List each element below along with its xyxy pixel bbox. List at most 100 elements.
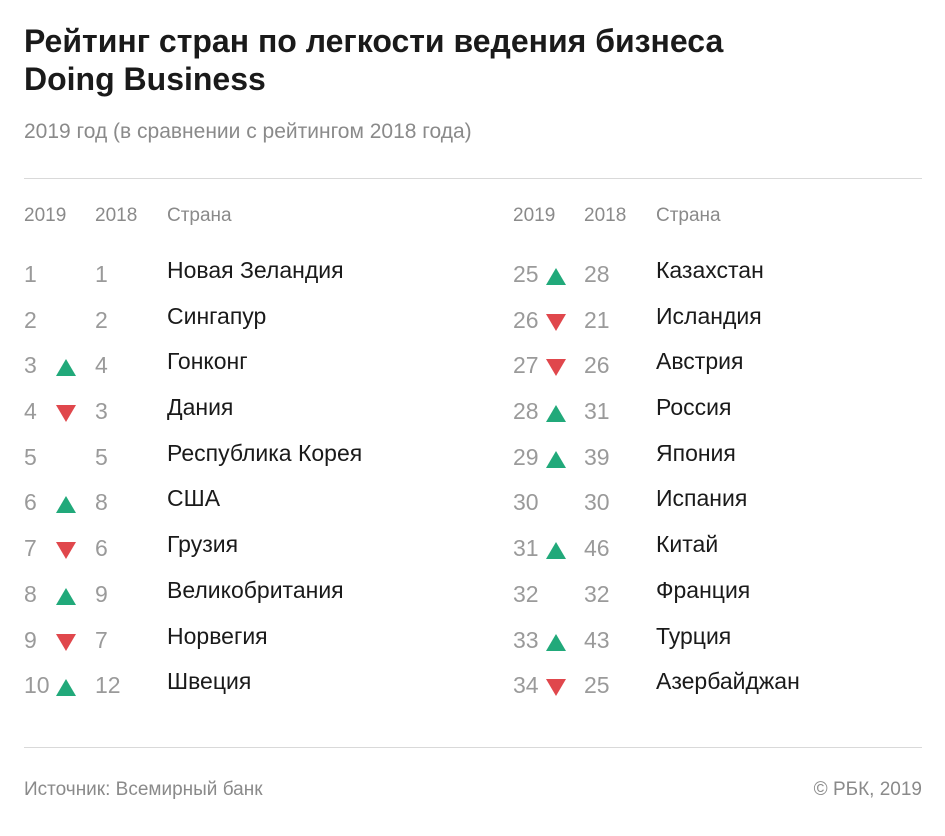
rank-2019: 6	[24, 489, 37, 516]
country-name: Швеция	[167, 668, 252, 695]
table-row: 6 8 США	[24, 485, 444, 531]
country-name: Республика Корея	[167, 439, 363, 466]
page-title: Рейтинг стран по легкости ведения бизнес…	[24, 22, 924, 98]
country-name: Норвегия	[167, 622, 268, 649]
table-row: 1 1 Новая Зеландия	[24, 257, 444, 303]
table-row: 2 2 Сингапур	[24, 303, 444, 349]
country-name: Китай	[656, 531, 719, 558]
header-2019: 2019	[24, 205, 67, 226]
header-country: Страна	[167, 205, 232, 226]
ranking-column-left: 2019 2018 Страна 1 1 Новая Зеландия 2 2 Синга…	[24, 205, 444, 714]
rank-2019: 28	[513, 398, 539, 425]
table-row: 32 32 Франция	[513, 577, 933, 623]
arrow-down-icon	[56, 633, 76, 651]
rank-2019: 33	[513, 626, 539, 653]
table-row: 30 30 Испания	[513, 485, 933, 531]
table-row: 5 5 Республика Корея	[24, 440, 444, 486]
rank-2018: 39	[584, 443, 610, 470]
table-row: 28 31 Россия	[513, 394, 933, 440]
rank-2019: 4	[24, 398, 37, 425]
title-line-1: Рейтинг стран по легкости ведения бизнес…	[24, 23, 724, 59]
rank-2018: 2	[95, 306, 108, 333]
country-name: Россия	[656, 394, 732, 421]
rank-2019: 27	[513, 352, 539, 379]
rank-2019: 34	[513, 672, 539, 699]
arrow-up-icon	[56, 359, 76, 377]
country-name: Испания	[656, 485, 748, 512]
rank-2018: 43	[584, 626, 610, 653]
country-name: Великобритания	[167, 576, 344, 603]
arrow-down-icon	[56, 405, 76, 423]
arrow-up-icon	[56, 679, 76, 697]
ranking-rows-right: 25 28 Казахстан 26 21 Исландия 27 26 Австрия 28 31…	[513, 257, 933, 714]
country-name: Япония	[656, 439, 736, 466]
table-row: 33 43 Турция	[513, 623, 933, 669]
country-name: США	[167, 485, 221, 512]
column-header: 2019 2018 Страна	[24, 205, 444, 235]
country-name: Гонконг	[167, 348, 248, 375]
rank-2018: 32	[584, 580, 610, 607]
arrow-up-icon	[546, 268, 566, 285]
ranking-rows-left: 1 1 Новая Зеландия 2 2 Сингапур 3 4 Гонконг 4 3 Дан…	[24, 257, 444, 714]
rank-2018: 28	[584, 261, 610, 287]
country-name: Сингапур	[167, 302, 267, 329]
table-row: 27 26 Австрия	[513, 348, 933, 394]
rank-2018: 31	[584, 398, 610, 425]
rank-2018: 3	[95, 398, 108, 425]
table-row: 34 25 Азербайджан	[513, 668, 933, 714]
arrow-up-icon	[56, 496, 76, 514]
country-name: Австрия	[656, 348, 744, 375]
bottom-divider	[24, 747, 922, 748]
country-name: Казахстан	[656, 257, 764, 283]
rank-2019: 25	[513, 261, 539, 287]
table-row: 4 3 Дания	[24, 394, 444, 440]
rank-2018: 8	[95, 489, 108, 516]
rank-2018: 7	[95, 626, 108, 653]
arrow-down-icon	[56, 542, 76, 560]
rank-2018: 25	[584, 672, 610, 699]
arrow-down-icon	[546, 679, 566, 697]
rank-2019: 8	[24, 580, 37, 607]
table-row: 29 39 Япония	[513, 440, 933, 486]
table-row: 26 21 Исландия	[513, 303, 933, 349]
source-note: Источник: Всемирный банк	[24, 779, 263, 800]
rank-2019: 31	[513, 535, 539, 562]
rank-2019: 26	[513, 306, 539, 333]
country-name: Дания	[167, 394, 234, 421]
header-2019: 2019	[513, 205, 556, 226]
rank-2018: 9	[95, 580, 108, 607]
rank-2018: 6	[95, 535, 108, 562]
arrow-down-icon	[546, 359, 566, 377]
rank-2018: 4	[95, 352, 108, 379]
table-row: 10 12 Швеция	[24, 668, 444, 714]
arrow-down-icon	[546, 313, 566, 331]
ranking-column-right: 2019 2018 Страна 25 28 Казахстан 26 21 Исланд…	[513, 205, 933, 714]
arrow-up-icon	[56, 587, 76, 605]
country-name: Турция	[656, 622, 732, 649]
arrow-up-icon	[546, 405, 566, 423]
table-row: 3 4 Гонконг	[24, 348, 444, 394]
arrow-up-icon	[546, 542, 566, 560]
rank-2019: 2	[24, 306, 37, 333]
country-name: Франция	[656, 576, 751, 603]
top-divider	[24, 178, 922, 179]
rank-2019: 30	[513, 489, 539, 516]
rank-2019: 7	[24, 535, 37, 562]
header-2018: 2018	[95, 205, 138, 226]
table-row: 9 7 Норвегия	[24, 623, 444, 669]
rank-2019: 32	[513, 580, 539, 607]
table-row: 8 9 Великобритания	[24, 577, 444, 623]
rank-2018: 30	[584, 489, 610, 516]
header-2018: 2018	[584, 205, 627, 226]
rank-2018: 5	[95, 443, 108, 470]
column-header: 2019 2018 Страна	[513, 205, 933, 235]
title-line-2: Doing Business	[24, 61, 266, 97]
rank-2019: 10	[24, 672, 50, 699]
rank-2018: 21	[584, 306, 610, 333]
rank-2019: 5	[24, 443, 37, 470]
country-name: Исландия	[656, 302, 762, 329]
rank-2019: 1	[24, 261, 37, 287]
rank-2018: 46	[584, 535, 610, 562]
rank-2019: 9	[24, 626, 37, 653]
rank-2018: 26	[584, 352, 610, 379]
